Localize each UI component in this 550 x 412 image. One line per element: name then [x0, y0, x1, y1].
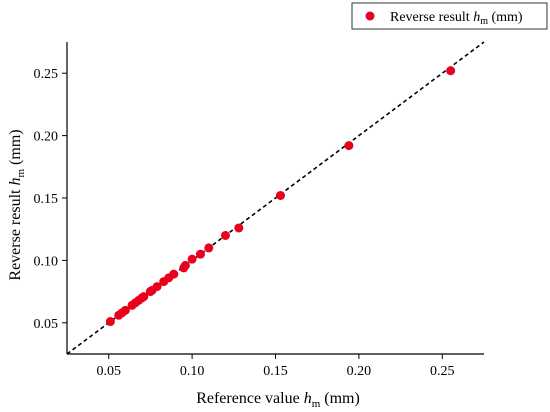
data-point: [187, 254, 197, 264]
legend: Reverse result hm (mm): [351, 2, 548, 30]
data-point: [169, 269, 179, 279]
x-tick-label: 0.25: [430, 364, 455, 379]
data-point: [220, 230, 230, 240]
y-tick-label: 0.15: [34, 192, 59, 207]
x-tick-label: 0.05: [96, 364, 121, 379]
x-tick-label: 0.15: [263, 364, 288, 379]
y-axis-title: Reverse result hm (mm): [7, 129, 27, 280]
y-tick-label: 0.05: [34, 317, 59, 332]
data-point: [276, 191, 286, 201]
axis-ticks: 0.05 0.10 0.15 0.20 0.25 0.05 0.10 0.15 0.20 0.25: [34, 67, 455, 379]
y-tick-label: 0.10: [34, 254, 59, 269]
legend-marker: [365, 11, 375, 21]
x-tick-label: 0.10: [180, 364, 205, 379]
data-point: [180, 260, 190, 270]
data-point: [195, 249, 205, 259]
x-axis-title: Reference value hm (mm): [196, 390, 360, 410]
data-point: [204, 243, 214, 253]
data-point: [152, 282, 162, 292]
data-point: [139, 292, 149, 302]
x-tick-label: 0.20: [347, 364, 372, 379]
data-point: [120, 305, 130, 315]
data-point: [446, 66, 456, 76]
y-tick-label: 0.20: [34, 130, 59, 145]
legend-label: Reverse result hm (mm): [390, 10, 523, 27]
data-point: [234, 223, 244, 233]
y-tick-label: 0.25: [34, 67, 59, 82]
data-point: [105, 317, 115, 327]
legend-box: [351, 2, 548, 30]
data-point: [344, 141, 354, 151]
data-points: [105, 66, 456, 327]
